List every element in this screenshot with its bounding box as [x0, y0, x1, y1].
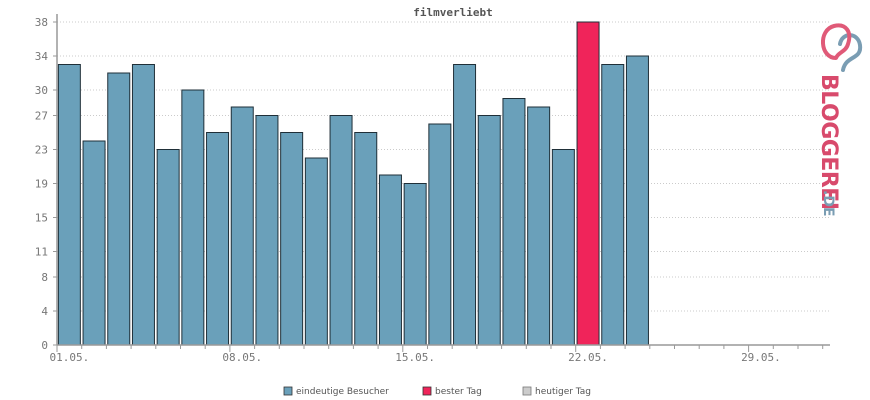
bar	[280, 132, 304, 346]
bar	[304, 157, 328, 346]
bar	[156, 149, 180, 346]
legend-swatch-visitors	[283, 386, 293, 396]
y-tick-label: 27	[35, 110, 48, 123]
y-tick-label: 34	[35, 50, 49, 63]
bar	[206, 132, 230, 346]
y-tick-label: 19	[35, 178, 48, 191]
bar	[82, 140, 106, 346]
y-tick-label: 23	[35, 144, 48, 157]
bar	[502, 98, 526, 346]
bar	[181, 89, 205, 346]
bar	[329, 115, 353, 346]
logo-wordmark: BLOGGEREI	[816, 74, 841, 210]
bar	[625, 55, 649, 346]
legend-label-today: heutiger Tag	[535, 387, 591, 397]
x-tick-label: 15.05.	[395, 351, 435, 364]
bar	[403, 183, 427, 346]
bar	[107, 72, 131, 346]
x-tick-label: 29.05.	[741, 351, 781, 364]
bar	[601, 64, 625, 346]
y-tick-label: 8	[41, 271, 48, 284]
y-tick-label: 38	[35, 16, 48, 29]
bar	[551, 149, 575, 346]
x-axis-ticks: 01.05. 08.05. 15.05. 22.05. 29.05.	[49, 345, 824, 364]
y-tick-label: 0	[41, 339, 48, 352]
logo-rings-icon	[821, 23, 863, 72]
chart-title: filmverliebt	[413, 6, 492, 19]
legend-item-today: heutiger Tag	[522, 386, 591, 397]
bar	[255, 115, 279, 346]
x-tick-label: 08.05.	[222, 351, 262, 364]
bar	[428, 123, 452, 346]
bar	[57, 64, 81, 346]
bar	[477, 115, 501, 346]
legend-label-best-day: bester Tag	[435, 387, 482, 397]
legend-swatch-best-day	[422, 386, 432, 396]
bars	[57, 21, 649, 346]
y-tick-label: 15	[35, 212, 48, 225]
bar	[354, 132, 378, 346]
legend: eindeutige Besucher bester Tag heutiger …	[283, 386, 591, 397]
x-tick-label: 01.05.	[49, 351, 89, 364]
axes	[56, 14, 830, 346]
logo-suffix: .DE	[820, 190, 836, 217]
legend-item-best-day: bester Tag	[422, 386, 482, 397]
y-tick-label: 11	[35, 246, 48, 259]
x-tick-label: 22.05.	[568, 351, 608, 364]
legend-label-visitors: eindeutige Besucher	[296, 387, 389, 397]
y-axis-ticks: 0 4 8 11 15 19 23 27 30 34 38	[35, 16, 57, 352]
bloggerei-logo: BLOGGEREI .DE	[816, 23, 863, 217]
y-tick-label: 30	[35, 84, 48, 97]
bar	[378, 174, 402, 346]
bar-best-day	[576, 21, 600, 346]
legend-swatch-today	[522, 386, 532, 396]
bar	[131, 64, 155, 346]
bar	[230, 106, 254, 346]
y-tick-label: 4	[41, 305, 48, 318]
bar	[527, 106, 551, 346]
legend-item-visitors: eindeutige Besucher	[283, 386, 389, 397]
bar	[453, 64, 477, 346]
